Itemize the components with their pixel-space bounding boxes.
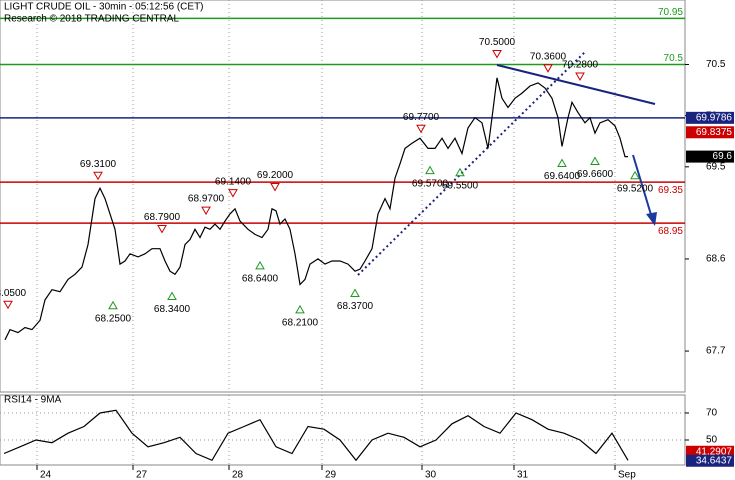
pivot-label: 69.5200 <box>617 183 654 194</box>
price-tag-label: 34.6437 <box>696 455 733 466</box>
pivot-high <box>93 171 103 181</box>
price-tag <box>686 111 734 124</box>
rsi-panel <box>0 394 686 466</box>
pivot-low <box>108 300 118 310</box>
price-tag <box>686 150 734 163</box>
price-tag-label: 69.6 <box>713 151 733 162</box>
pivot-label: 69.5500 <box>442 180 479 191</box>
x-tick-label: 24 <box>40 470 52 480</box>
chart-subtitle: Research © 2018 TRADING CENTRAL <box>4 14 179 25</box>
pivot-label: 68.9700 <box>188 194 225 205</box>
price-tag <box>686 454 734 467</box>
x-tick-label: 29 <box>325 470 337 480</box>
arrow <box>632 154 653 219</box>
trend-line <box>357 51 586 276</box>
main-panel <box>0 0 686 393</box>
pivot-label: 70.5000 <box>479 37 516 48</box>
pivot-low <box>630 170 640 180</box>
chart-title: LIGHT CRUDE OIL - 30min - 05:12:56 (CET) <box>4 2 204 13</box>
y-tick-label: 50 <box>706 435 718 446</box>
pivot-label: 69.2000 <box>257 170 294 181</box>
pivot-high <box>543 64 553 73</box>
pivot-label: 69.5700 <box>412 178 449 189</box>
pivot-label: 68.0500 <box>0 288 27 299</box>
arrow-head <box>646 212 657 226</box>
x-tick-label: 27 <box>136 470 148 480</box>
pivot-high <box>416 124 426 134</box>
pivot-label: 68.3400 <box>154 304 191 315</box>
y-tick-label: 69.5 <box>706 161 726 172</box>
level-label: 69.35 <box>658 185 683 196</box>
y-tick-label: 68.6 <box>706 254 726 265</box>
pivot-label: 70.3600 <box>530 51 567 62</box>
rsi-title: RSI14 - 9MA <box>4 395 62 406</box>
y-tick-label: 70.5 <box>706 59 726 70</box>
pivot-label: 69.7700 <box>403 112 440 123</box>
pivot-high <box>3 300 13 310</box>
pivot-low <box>557 158 567 168</box>
pivot-low <box>590 156 600 165</box>
pivot-label: 69.1400 <box>215 176 252 187</box>
x-tick-label: 28 <box>232 470 244 480</box>
pivot-low <box>425 165 435 175</box>
pivot-label: 68.3700 <box>337 301 374 312</box>
price-tag <box>686 126 734 139</box>
y-tick-label: 70 <box>706 408 718 419</box>
pivot-label: 68.2500 <box>95 313 132 324</box>
y-tick-label: 67.7 <box>706 346 726 357</box>
trend-line <box>496 64 656 105</box>
level-label: 70.95 <box>658 7 683 18</box>
pivot-label: 70.2800 <box>562 60 599 71</box>
pivot-high <box>201 206 211 216</box>
price-tag-label: 69.8375 <box>696 127 733 138</box>
level-label: 68.95 <box>658 226 683 237</box>
pivot-high <box>157 224 167 234</box>
pivot-low <box>255 260 265 270</box>
level-label: 70.5 <box>664 53 684 64</box>
pivot-label: 69.6400 <box>544 171 581 182</box>
x-tick-label: 30 <box>425 470 437 480</box>
pivot-low <box>350 288 360 297</box>
pivot-label: 68.6400 <box>242 273 279 284</box>
pivot-high <box>492 49 502 59</box>
pivot-high <box>228 189 238 198</box>
x-tick-label: 31 <box>517 470 529 480</box>
pivot-high <box>575 72 585 82</box>
pivot-high <box>270 183 280 192</box>
price-tag-label: 41.2907 <box>696 446 733 457</box>
pivot-label: 69.3100 <box>80 159 117 170</box>
pivot-low <box>455 167 465 177</box>
x-tick-label: Sep <box>618 470 636 480</box>
pivot-low <box>167 291 177 301</box>
price-line <box>4 77 628 341</box>
price-line <box>3 409 629 462</box>
pivot-label: 69.6600 <box>577 169 614 180</box>
price-tag-label: 69.9786 <box>696 112 733 123</box>
pivot-label: 68.7900 <box>144 212 181 223</box>
pivot-low <box>295 304 305 314</box>
pivot-label: 68.2100 <box>282 318 319 329</box>
